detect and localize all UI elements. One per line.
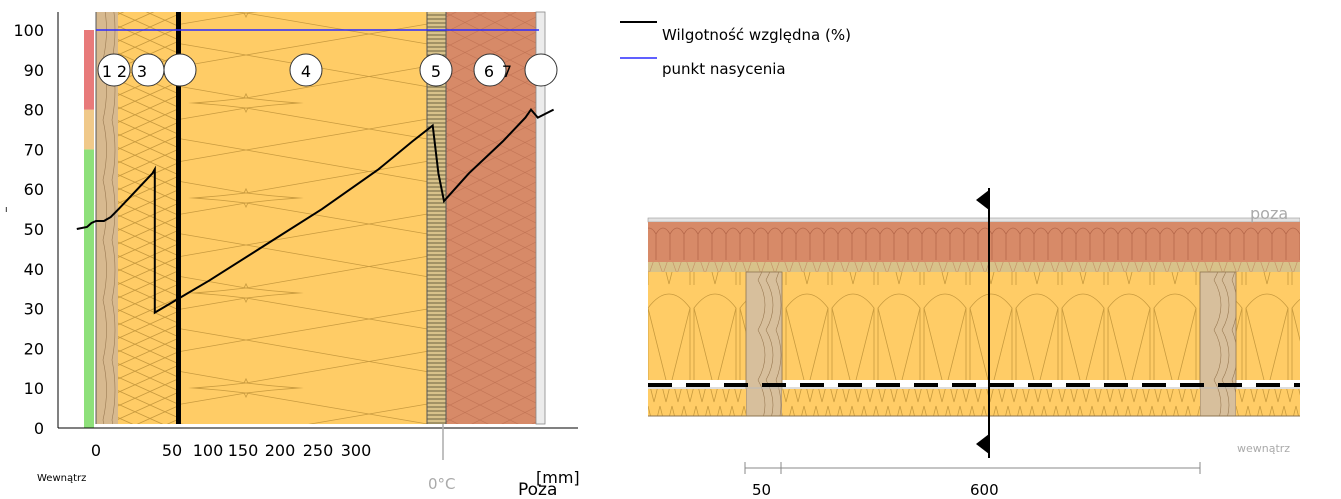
layer-number-6: 6: [484, 62, 494, 81]
y-tick-label: 50: [24, 220, 44, 239]
layer-number-5: 5: [431, 62, 441, 81]
y-tick-label: 30: [24, 300, 44, 319]
layer-circle: [163, 53, 197, 87]
y-tick-label: 40: [24, 260, 44, 279]
outside-label: Poza: [518, 480, 557, 499]
x-tick-label: 200: [265, 441, 296, 460]
x-tick-label: 250: [303, 441, 334, 460]
comfort-bar: [84, 30, 94, 428]
y-tick-label: 0: [34, 419, 44, 438]
x-tick-label: 0: [91, 441, 101, 460]
y-tick-label: 70: [24, 140, 44, 159]
layer-circle: [524, 53, 558, 87]
legend-sat-label: punkt nasycenia: [662, 60, 786, 78]
section-marker-bottom: [976, 434, 989, 454]
y-tick-label: 60: [24, 180, 44, 199]
section-inner-insulation-b-pattern: [782, 389, 1200, 416]
dim-main-label: 600: [970, 481, 999, 498]
comfort-orange-zone: [84, 109, 94, 150]
layer-number-2: 2: [117, 62, 127, 81]
y-tick-label: 20: [24, 339, 44, 358]
y-tick-label: 100: [13, 21, 44, 40]
x-tick-label: 150: [228, 441, 259, 460]
y-tick-label: 90: [24, 61, 44, 80]
series-layer: [76, 29, 555, 315]
comfort-green-zone: [84, 149, 94, 428]
layer-5-hatch: [427, 12, 446, 424]
layer-circle: [419, 53, 453, 87]
x-tick-label: 300: [341, 441, 372, 460]
layer-number-4: 4: [301, 62, 311, 81]
stud-left-grain: [746, 272, 782, 416]
x-unit-label: [mm]: [536, 468, 580, 487]
layer-outer-membrane: [535, 11, 546, 425]
section-outside-label: poza: [1250, 204, 1288, 223]
y-tick-label: 80: [24, 101, 44, 120]
section-inside-label: wewnątrz: [1237, 442, 1290, 455]
layer-number-7: 7: [502, 62, 512, 81]
inside-label: Wewnątrz: [37, 473, 86, 484]
wall-cross-section: poza wewnątrz 50 600: [647, 188, 1300, 498]
layer-1-grain: [96, 12, 118, 424]
outer-membrane: [647, 217, 1300, 223]
stud-right-grain: [1200, 272, 1236, 416]
y-tick-labels: 0 10 20 30 40 50 60 70 80 90 100: [13, 21, 44, 438]
layer-number-1: 1: [102, 62, 112, 81]
section-inner-insulation-c-pattern: [1236, 389, 1300, 416]
dim-left-label: 50: [752, 481, 771, 498]
series-relative-humidity: [76, 107, 555, 315]
legend-rh-label: Wilgotność względna (%): [662, 26, 851, 44]
x-tick-label: 100: [193, 441, 224, 460]
comfort-red-zone: [84, 30, 94, 110]
layer-number-3: 3: [137, 62, 147, 81]
layer-circle: [97, 53, 131, 87]
y-tick-label: 10: [24, 379, 44, 398]
legend: Wilgotność względna (%) punkt nasycenia: [620, 21, 851, 78]
zero-celsius-label: 0°C: [428, 475, 456, 493]
layer-circle: [473, 53, 507, 87]
x-tick-label: 50: [162, 441, 182, 460]
vapour-barrier: [176, 12, 181, 424]
x-tick-labels: 0 50 100 150 200 250 300: [91, 441, 371, 460]
section-mineral-wool-pattern: [648, 222, 1300, 262]
section-marker-top: [976, 190, 989, 210]
section-inner-insulation-a-pattern: [648, 389, 746, 416]
layer-circle: [289, 53, 323, 87]
y-axis-mark: ı: [5, 205, 8, 215]
layer-circle: [131, 53, 165, 87]
section-fibre-board-pattern: [648, 262, 1300, 272]
